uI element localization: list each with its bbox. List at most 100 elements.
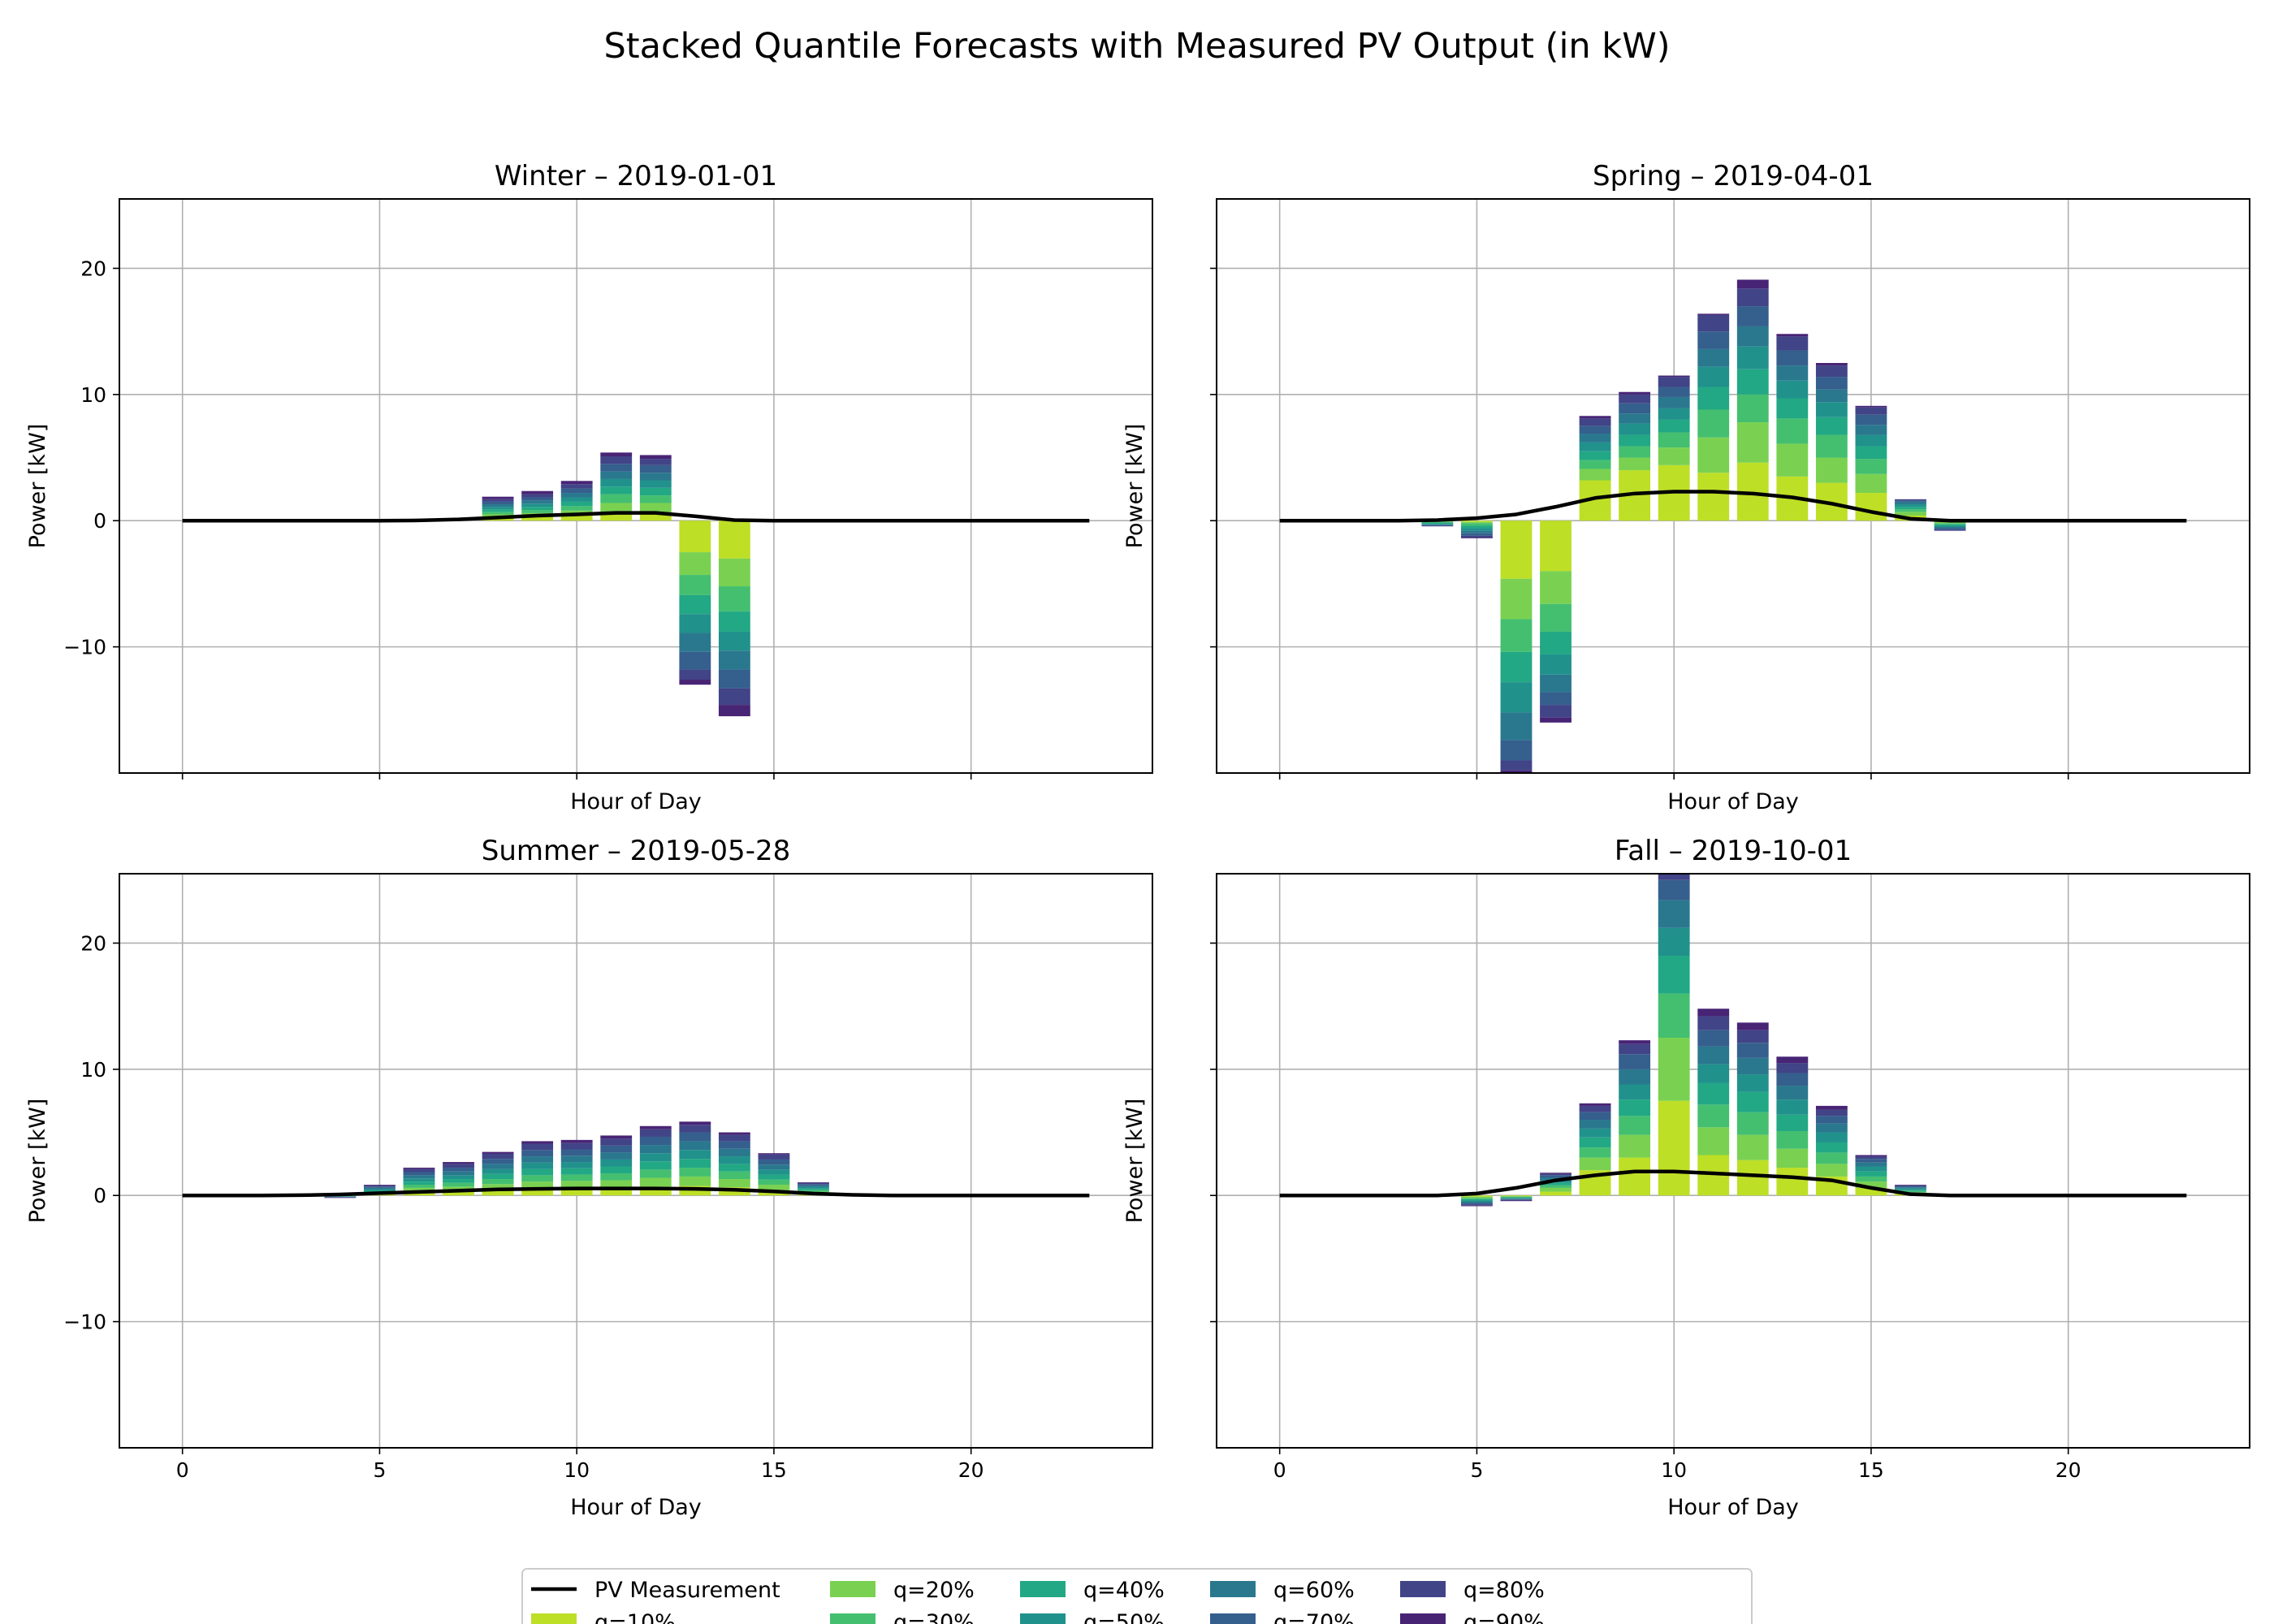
bar-segment-q=90%: [1540, 717, 1571, 723]
bar-segment-q=80%: [1579, 1105, 1611, 1112]
bar-area: [182, 1121, 1090, 1199]
bar-segment-q=90%: [1658, 375, 1690, 378]
bar-segment-q=30%: [482, 512, 514, 515]
bar-segment-q=40%: [1934, 524, 1966, 526]
bar-segment-q=60%: [1736, 1057, 1769, 1075]
bar-area: [1279, 874, 2187, 1207]
y-tick-label: 0: [93, 1184, 106, 1207]
bar-segment-q=20%: [403, 1187, 435, 1192]
bar-segment-q=80%: [1579, 418, 1611, 426]
bar-segment-q=90%: [1855, 405, 1887, 408]
bar-segment-q=30%: [1461, 523, 1493, 526]
bar-segment-q=10%: [1776, 1168, 1809, 1196]
bar-segment-q=40%: [364, 1190, 396, 1192]
bar-segment-q=70%: [1619, 403, 1651, 414]
bar-segment-q=70%: [639, 464, 672, 473]
bar-segment-q=40%: [1658, 956, 1690, 994]
bar-segment-q=90%: [639, 455, 672, 460]
bar-segment-q=50%: [1736, 346, 1769, 369]
bar-segment-q=10%: [1736, 1160, 1769, 1196]
axes-frame: [1216, 873, 2250, 1449]
bar-segment-q=70%: [600, 1145, 633, 1153]
bar-segment-q=10%: [639, 512, 672, 521]
bar-segment-q=60%: [679, 1141, 711, 1151]
bar-segment-q=70%: [798, 1184, 829, 1186]
bar-segment-q=50%: [600, 478, 633, 487]
bar-segment-q=70%: [1461, 533, 1493, 536]
bar-segment-q=70%: [560, 1149, 593, 1156]
bar-segment-q=90%: [364, 1185, 396, 1186]
bar-segment-q=90%: [1500, 770, 1533, 773]
bar-segment-q=20%: [639, 1177, 672, 1187]
bar-segment-q=80%: [679, 1125, 711, 1133]
bar-segment-q=70%: [364, 1186, 396, 1188]
bar-segment-q=70%: [758, 1159, 790, 1165]
bar-segment-q=60%: [1895, 1187, 1926, 1189]
bar-segment-q=90%: [521, 1141, 554, 1144]
bar-segment-q=40%: [600, 1166, 633, 1174]
bar-segment-q=30%: [679, 575, 711, 595]
bar-segment-q=40%: [1500, 1197, 1533, 1199]
bar-segment-q=80%: [364, 1185, 396, 1187]
bar-segment-q=30%: [1855, 1176, 1887, 1182]
bar-segment-q=20%: [718, 558, 750, 587]
bar-segment-q=60%: [1540, 674, 1571, 693]
pv-measurement-line: [1279, 1169, 2187, 1198]
bar-segment-q=90%: [482, 1151, 514, 1154]
bar-segment-q=60%: [1934, 527, 1966, 529]
bar-segment-q=50%: [758, 1169, 790, 1175]
bar-segment-q=90%: [1776, 1056, 1809, 1064]
bar-segment-q=80%: [482, 1153, 514, 1160]
bar-segment-q=80%: [1934, 529, 1966, 531]
bar-segment-q=80%: [758, 1154, 790, 1160]
bar-segment-q=60%: [639, 1145, 672, 1154]
bar-segment-q=50%: [639, 1153, 672, 1162]
bar-segment-q=30%: [1658, 993, 1690, 1038]
legend-color-swatch: [1210, 1613, 1256, 1624]
x-tick-label: 5: [1470, 1458, 1483, 1482]
legend-item: q=40%: [1020, 1578, 1165, 1603]
bar-segment-q=20%: [1579, 469, 1611, 481]
bar-segment-q=30%: [1815, 434, 1848, 458]
bar-segment-q=80%: [1815, 1109, 1848, 1116]
bar-segment-q=20%: [443, 1186, 474, 1191]
bar-segment-q=80%: [639, 459, 672, 465]
bar-segment-q=50%: [403, 1178, 435, 1182]
bar-segment-q=80%: [1697, 1016, 1730, 1030]
bar-segment-q=90%: [718, 1132, 750, 1135]
bar-segment-q=90%: [679, 680, 711, 685]
bar-segment-q=50%: [1697, 1064, 1730, 1083]
bar-segment-q=40%: [1776, 1114, 1809, 1131]
bar-segment-q=70%: [1421, 525, 1454, 526]
bar-segment-q=30%: [1421, 521, 1454, 523]
bar-segment-q=30%: [1619, 1116, 1651, 1135]
bar-segment-q=80%: [1461, 535, 1493, 538]
bar-segment-q=40%: [758, 1174, 790, 1180]
bar-segment-q=90%: [1895, 1185, 1926, 1186]
bar-segment-q=50%: [718, 1156, 750, 1164]
bar-segment-q=50%: [718, 631, 750, 651]
bar-segment-q=90%: [1500, 1200, 1533, 1202]
x-tick-label: 15: [1858, 1458, 1884, 1482]
bar-segment-q=50%: [443, 1175, 474, 1180]
bar-segment-q=70%: [1855, 414, 1887, 425]
bar-segment-q=10%: [1619, 1157, 1651, 1196]
bar-segment-q=80%: [1776, 1063, 1809, 1073]
subplot-1: −10 0 10 20 Winter – 2019-01-01 Hour of Day Po…: [25, 160, 1153, 814]
bar-segment-q=50%: [521, 1162, 554, 1169]
subplot-3: 0 5 10 15 20 −10 0 10 20 Summer – 2019-05-28 Hour …: [25, 835, 1153, 1520]
bar-segment-q=80%: [1736, 288, 1769, 307]
bar-segment-q=40%: [679, 594, 711, 615]
bar-segment-q=30%: [1736, 1112, 1769, 1135]
legend-label: q=70%: [1273, 1610, 1355, 1624]
bar-segment-q=20%: [1500, 1196, 1533, 1197]
bar-segment-q=80%: [482, 499, 514, 502]
bar-segment-q=40%: [1500, 651, 1533, 683]
bar-segment-q=90%: [1461, 1205, 1493, 1207]
subplot-title: Summer – 2019-05-28: [482, 835, 790, 867]
bar-segment-q=50%: [1619, 1084, 1651, 1100]
bar-segment-q=40%: [1855, 446, 1887, 460]
bar-segment-q=30%: [1500, 619, 1533, 652]
bar-segment-q=70%: [600, 464, 633, 472]
